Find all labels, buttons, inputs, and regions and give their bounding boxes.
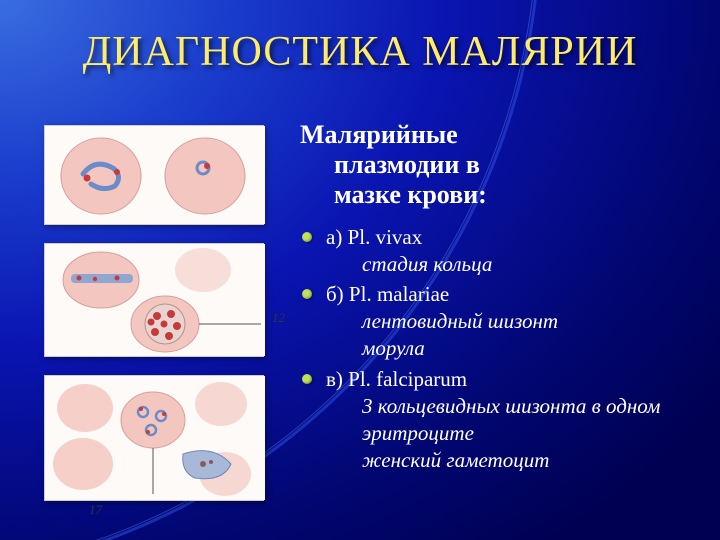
image-column: 12 17 [44,125,264,501]
slide-title: ДИАГНОСТИКА МАЛЯРИИ [0,28,720,76]
item-sub: морула [326,335,700,362]
list-item: б) Pl. malariae лентовидный шизонт морул… [300,281,700,362]
panel-malariae: 12 [44,243,264,357]
item-label: в) Pl. falciparum [326,367,467,391]
subtitle-line2: плазмодии в [300,150,700,180]
item-sub: лентовидный шизонт [326,308,700,335]
panel-falciparum: 17 [44,375,264,501]
list-item: в) Pl. falciparum 3 кольцевидных шизонта… [300,366,700,474]
item-sub: 3 кольцевидных шизонта в одном эритроцит… [326,393,700,447]
list-item: а) Pl. vivax стадия кольца [300,224,700,278]
panel-vivax [44,125,264,225]
subtitle: Малярийные плазмодии в мазке крови: [300,120,700,210]
panel-label-12: 12 [272,310,285,326]
item-sub: женский гаметоцит [326,447,700,474]
bullet-list: а) Pl. vivax стадия кольца б) Pl. malari… [300,224,700,474]
item-label: б) Pl. malariae [326,282,449,306]
text-content: Малярийные плазмодии в мазке крови: а) P… [300,120,700,478]
item-sub: стадия кольца [326,251,700,278]
panel-label-17: 17 [89,502,102,518]
item-label: а) Pl. vivax [326,225,422,249]
subtitle-line1: Малярийные [300,120,458,149]
subtitle-line3: мазке крови: [300,180,700,210]
